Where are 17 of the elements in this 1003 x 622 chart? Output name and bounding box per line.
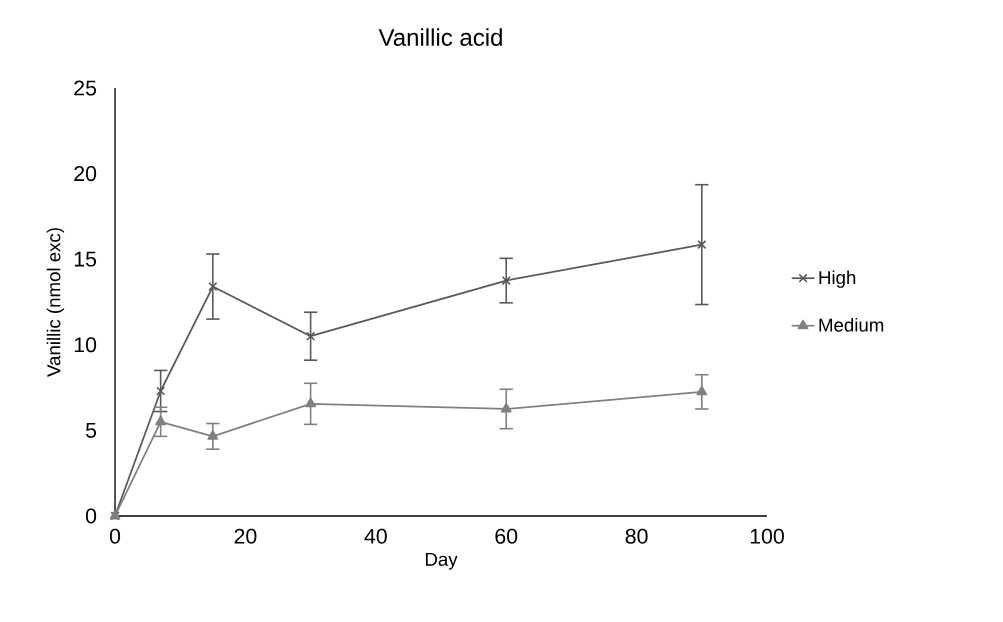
x-tick-label: 40 <box>364 528 387 544</box>
legend-label: High <box>819 270 856 288</box>
y-tick-label: 10 <box>74 337 97 353</box>
chart-title: Vanillic acid <box>378 28 502 46</box>
y-tick-label: 25 <box>74 80 97 96</box>
x-axis-title: Day <box>425 552 458 570</box>
x-tick-label: 0 <box>109 528 121 544</box>
y-tick-label: 15 <box>74 251 97 267</box>
x-tick-label: 60 <box>495 528 518 544</box>
y-tick-label: 20 <box>74 166 97 182</box>
x-tick-label: 100 <box>750 528 784 544</box>
y-tick-label: 5 <box>85 422 97 438</box>
x-tick-label: 20 <box>234 528 257 544</box>
y-tick-label: 0 <box>85 508 97 524</box>
legend-label: Medium <box>819 317 884 332</box>
x-tick-label: 80 <box>625 528 648 544</box>
y-axis-title: Vanillic (nmol exc) <box>46 228 65 377</box>
